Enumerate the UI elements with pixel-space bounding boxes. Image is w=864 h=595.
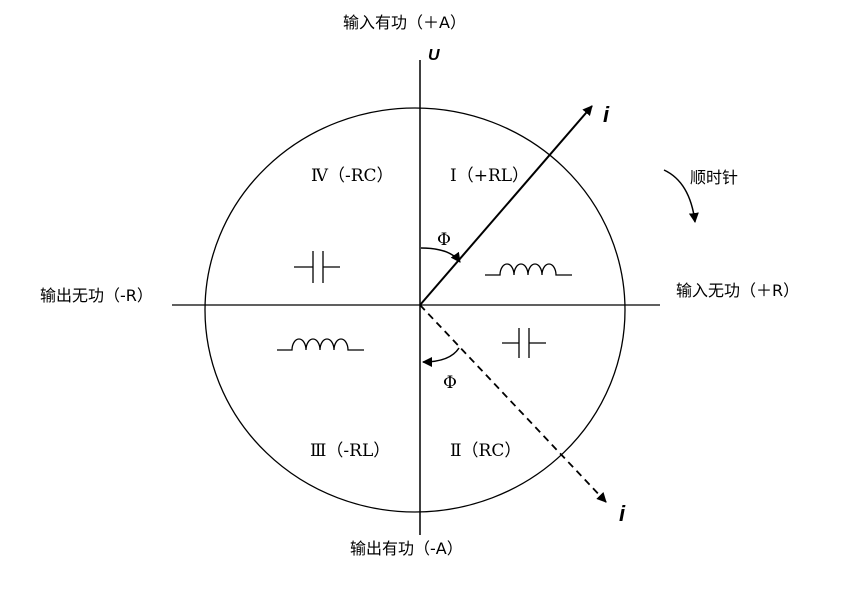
label-phi-lower: Φ: [443, 373, 457, 393]
label-current-lagging: i: [619, 501, 626, 526]
inductor-icon: [277, 338, 364, 351]
label-phi-upper: Φ: [437, 230, 451, 250]
label-right: 输入无功（＋R）: [676, 281, 799, 300]
label-bottom: 输出有功（-A）: [350, 539, 463, 558]
clockwise-arrow: [663, 169, 699, 223]
label-clockwise: 顺时针: [690, 168, 738, 187]
quadrant-3-label: Ⅲ（-RL）: [310, 441, 390, 461]
quadrant-4-label: Ⅳ（-RC）: [311, 166, 394, 186]
capacitor-icon: [294, 251, 340, 283]
label-current-leading: i: [603, 102, 610, 127]
label-voltage: U: [428, 47, 440, 64]
quadrant-2-label: Ⅱ（RC）: [450, 441, 521, 461]
quadrant-1-label: Ⅰ（+RL）: [450, 166, 529, 186]
phi-arc-upper: [420, 247, 461, 263]
current-vector-dashed: [419, 304, 607, 503]
label-left: 输出无功（-R）: [40, 286, 153, 305]
capacitor-icon: [502, 328, 546, 358]
current-vector-solid: [419, 105, 593, 306]
phi-arc-lower: [422, 347, 460, 367]
inductor-icon: [485, 263, 572, 276]
circle: [204, 107, 626, 513]
label-top: 输入有功（＋A）: [343, 13, 466, 32]
